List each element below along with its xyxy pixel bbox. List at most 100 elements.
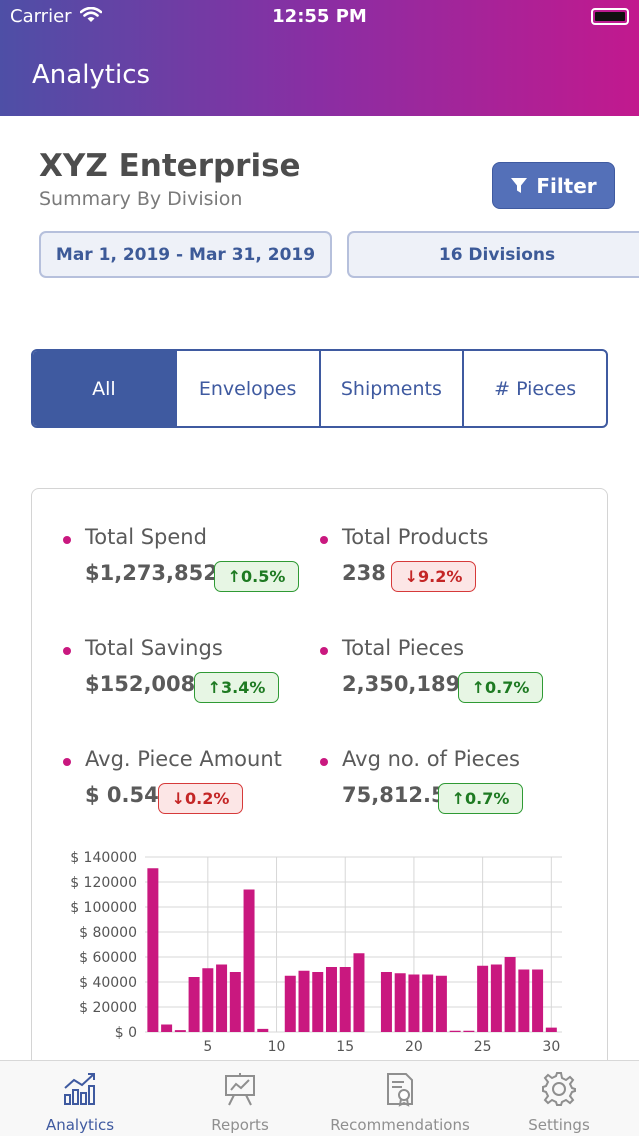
tabbar-item-analytics[interactable]: Analytics (0, 1061, 160, 1136)
metric-value: 75,812.5 (342, 783, 446, 807)
x-tick-label: 20 (405, 1039, 423, 1055)
tabbar-item-reports[interactable]: Reports (160, 1061, 320, 1136)
change-value: 3.4% (221, 678, 266, 697)
arrow-up-icon: ↑ (207, 678, 222, 697)
metric-label: Total Products (342, 525, 489, 549)
chart-bar (188, 977, 200, 1032)
change-badge: ↑ 3.4% (194, 672, 279, 703)
metric-value: $ 0.54 (85, 783, 159, 807)
category-tabs: All Envelopes Shipments # Pieces (31, 349, 608, 428)
tabbar-label: Analytics (45, 1116, 115, 1134)
bullet-dot (320, 647, 328, 655)
chart-bar (312, 972, 324, 1032)
filter-label: Filter (536, 173, 597, 198)
change-badge: ↑ 0.5% (214, 561, 299, 592)
chart-bar (284, 975, 296, 1032)
chart-bar (545, 1027, 557, 1032)
arrow-down-icon: ↓ (171, 789, 186, 808)
tab-pieces[interactable]: # Pieces (462, 351, 606, 426)
presentation-easel-icon (225, 1073, 255, 1106)
y-tick-label: $ 40000 (79, 975, 137, 991)
metric-value: $1,273,852 (85, 561, 218, 585)
chart-bar (243, 889, 255, 1032)
tabbar-label: Settings (528, 1116, 590, 1134)
chart-bar (298, 970, 310, 1032)
chart-bar (216, 964, 228, 1032)
chart-bar (504, 957, 516, 1032)
chart-bar (147, 868, 159, 1032)
chart-bar (174, 1030, 186, 1032)
chart-bar (435, 975, 447, 1032)
change-value: 0.7% (465, 789, 510, 808)
tab-all[interactable]: All (33, 351, 175, 426)
company-name: XYZ Enterprise (39, 148, 301, 184)
chart-bar (325, 967, 337, 1032)
chart-bar (477, 965, 489, 1032)
y-tick-label: $ 0 (115, 1025, 137, 1041)
battery-icon (591, 8, 629, 25)
bullet-dot (320, 536, 328, 544)
metric-value: 2,350,189 (342, 672, 461, 696)
status-bar: Carrier 12:55 PM (0, 0, 639, 34)
change-value: 0.7% (485, 678, 530, 697)
change-value: 9.2% (418, 567, 463, 586)
bullet-dot (63, 536, 71, 544)
bullet-dot (63, 758, 71, 766)
carrier-label: Carrier (10, 6, 72, 27)
x-tick-label: 5 (203, 1039, 212, 1055)
arrow-down-icon: ↓ (404, 567, 419, 586)
change-badge: ↓ 0.2% (158, 783, 243, 814)
metric-label: Avg. Piece Amount (85, 747, 282, 771)
tab-envelopes[interactable]: Envelopes (174, 351, 319, 426)
summary-subtitle: Summary By Division (39, 188, 243, 210)
nav-header: Carrier 12:55 PM Analytics (0, 0, 639, 116)
divisions-selector[interactable]: 16 Divisions (347, 231, 639, 278)
tab-shipments[interactable]: Shipments (318, 351, 463, 426)
chart-bar (532, 969, 544, 1032)
bottom-tab-bar: Analytics Reports Recommendations Settin… (0, 1060, 639, 1136)
arrow-up-icon: ↑ (471, 678, 486, 697)
tabbar-label: Recommendations (330, 1116, 470, 1134)
chart-bar (463, 1030, 475, 1032)
y-tick-label: $ 120000 (70, 875, 137, 891)
y-tick-label: $ 140000 (70, 850, 137, 866)
chart-bar (229, 972, 241, 1032)
chart-bar (380, 972, 392, 1032)
y-tick-label: $ 20000 (79, 1000, 137, 1016)
gear-icon (542, 1072, 576, 1106)
chart-bar (257, 1028, 269, 1032)
metric-label: Total Pieces (342, 636, 465, 660)
y-tick-label: $ 100000 (70, 900, 137, 916)
change-badge: ↑ 0.7% (458, 672, 543, 703)
arrow-up-icon: ↑ (227, 567, 242, 586)
date-range-selector[interactable]: Mar 1, 2019 - Mar 31, 2019 (39, 231, 332, 278)
spend-bar-chart: $ 0 $ 20000 $ 40000 $ 60000 $ 80000 $ 100000 $… (0, 840, 639, 1062)
chart-bar (408, 974, 420, 1032)
page-title: Analytics (32, 60, 151, 90)
chart-bar (449, 1030, 461, 1032)
filter-icon (511, 177, 528, 193)
chart-svg: $ 0 $ 20000 $ 40000 $ 60000 $ 80000 $ 100000 $… (70, 850, 562, 1055)
tabbar-label: Reports (211, 1116, 269, 1134)
chart-bar (518, 969, 530, 1032)
chart-bar (353, 953, 365, 1032)
x-tick-label: 15 (336, 1039, 354, 1055)
chart-bar (422, 974, 434, 1032)
tabbar-item-settings[interactable]: Settings (479, 1061, 639, 1136)
change-badge: ↑ 0.7% (438, 783, 523, 814)
x-tick-label: 25 (474, 1039, 492, 1055)
chart-bar (339, 967, 351, 1032)
clock: 12:55 PM (272, 6, 367, 27)
certificate-document-icon (387, 1073, 413, 1107)
metric-value: $152,008 (85, 672, 196, 696)
tabbar-item-recommendations[interactable]: Recommendations (320, 1061, 480, 1136)
chart-bar (394, 973, 406, 1032)
metric-label: Total Spend (85, 525, 207, 549)
change-value: 0.2% (185, 789, 230, 808)
y-tick-label: $ 60000 (79, 950, 137, 966)
arrow-up-icon: ↑ (451, 789, 466, 808)
wifi-icon (79, 6, 103, 28)
y-tick-label: $ 80000 (79, 925, 137, 941)
filter-button[interactable]: Filter (492, 162, 615, 209)
chart-bar (161, 1024, 173, 1032)
